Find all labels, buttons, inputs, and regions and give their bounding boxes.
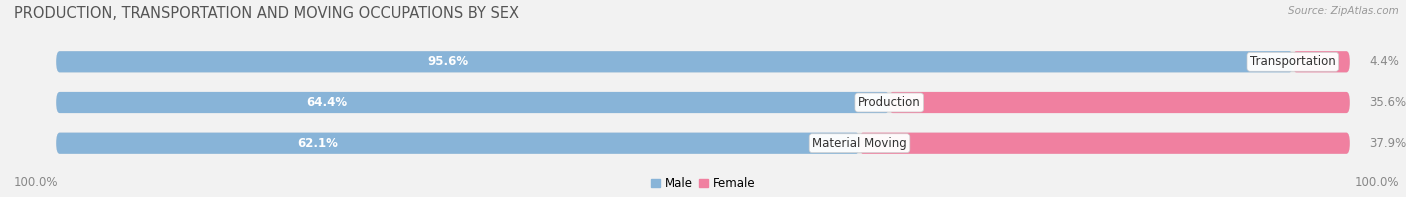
Text: 62.1%: 62.1% — [297, 137, 337, 150]
Text: Production: Production — [858, 96, 921, 109]
FancyBboxPatch shape — [56, 51, 1350, 72]
FancyBboxPatch shape — [1294, 51, 1350, 72]
Text: 35.6%: 35.6% — [1369, 96, 1406, 109]
FancyBboxPatch shape — [56, 133, 1350, 154]
Text: PRODUCTION, TRANSPORTATION AND MOVING OCCUPATIONS BY SEX: PRODUCTION, TRANSPORTATION AND MOVING OC… — [14, 6, 519, 21]
Text: 4.4%: 4.4% — [1369, 55, 1399, 68]
Text: Material Moving: Material Moving — [813, 137, 907, 150]
FancyBboxPatch shape — [56, 92, 1350, 113]
Text: 100.0%: 100.0% — [1354, 176, 1399, 189]
FancyBboxPatch shape — [56, 51, 1294, 72]
Text: 37.9%: 37.9% — [1369, 137, 1406, 150]
Text: 100.0%: 100.0% — [14, 176, 59, 189]
FancyBboxPatch shape — [859, 133, 1350, 154]
Text: Source: ZipAtlas.com: Source: ZipAtlas.com — [1288, 6, 1399, 16]
Text: Transportation: Transportation — [1250, 55, 1336, 68]
Text: 95.6%: 95.6% — [427, 55, 468, 68]
FancyBboxPatch shape — [56, 92, 889, 113]
Text: 64.4%: 64.4% — [307, 96, 347, 109]
FancyBboxPatch shape — [56, 133, 859, 154]
FancyBboxPatch shape — [889, 92, 1350, 113]
Legend: Male, Female: Male, Female — [650, 176, 756, 191]
